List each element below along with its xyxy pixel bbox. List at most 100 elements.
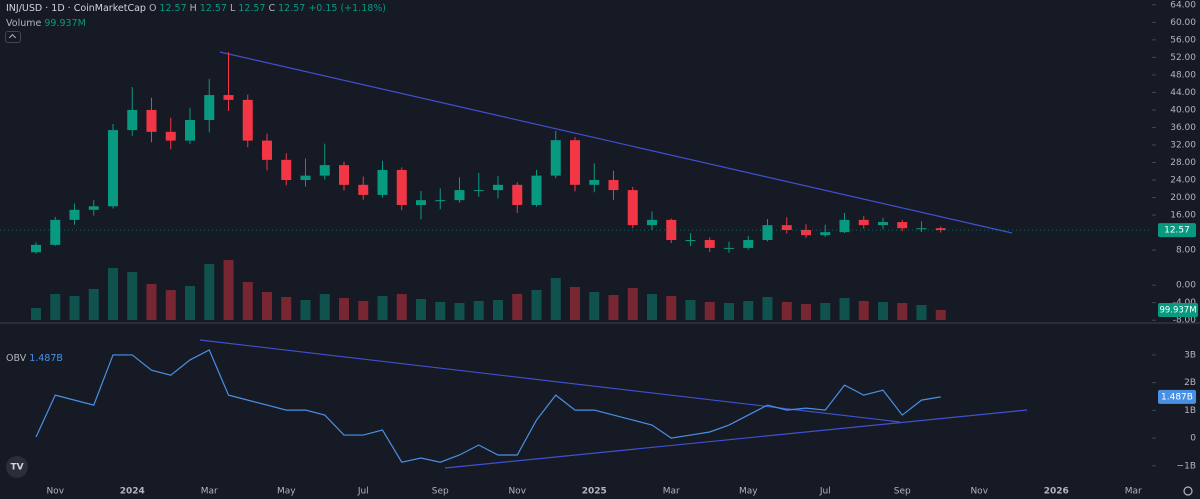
y-tick-label: 60.00 (1170, 18, 1196, 28)
x-tick-label: Jul (819, 487, 831, 497)
volume-bar (493, 300, 503, 320)
volume-bar (300, 300, 311, 320)
ohlc-label: H (189, 3, 197, 14)
candle-body (435, 200, 446, 202)
y-tick-label: −1B (1177, 461, 1196, 471)
volume-bar (31, 308, 41, 320)
y-tick-label: 36.00 (1170, 123, 1196, 133)
volume-bar (820, 303, 831, 320)
candle-body (31, 244, 41, 253)
ohlc-value: 12.57 (278, 3, 306, 14)
candle-body (781, 225, 792, 230)
y-tick-label: 0 (1190, 434, 1196, 444)
candle-body (608, 180, 619, 191)
candle-body (262, 140, 272, 160)
y-tick-label: 24.00 (1170, 176, 1196, 186)
volume-bar (608, 295, 619, 320)
volume-bar (762, 297, 773, 320)
candle-body (647, 219, 657, 226)
volume-bar (127, 272, 138, 320)
x-tick-label: Mar (1125, 487, 1142, 497)
y-tick-label: 20.00 (1170, 193, 1196, 203)
x-tick-label: Nov (970, 487, 988, 497)
volume-bar (704, 302, 715, 320)
volume-bar (897, 303, 908, 320)
candle-body (165, 131, 176, 141)
ohlc-label: O (148, 3, 157, 14)
y-tick-label: 48.00 (1170, 70, 1196, 80)
y-tick-label: 8.00 (1176, 246, 1196, 256)
y-tick-label: 1B (1184, 406, 1196, 416)
ohlc-label: L (229, 3, 236, 14)
ohlc-value: 12.57 (159, 3, 187, 14)
volume-bar (262, 292, 272, 320)
volume-bar (627, 288, 638, 320)
obv-tag-label: 1.487B (1161, 392, 1193, 402)
ohlc-value: 12.57 (199, 3, 227, 14)
volume-bar (108, 268, 118, 320)
volume-bar (839, 298, 850, 320)
volume-tag (1158, 303, 1198, 318)
header-legend: INJ/USD · 1D · CoinMarketCap O 12.57 H 12.5… (6, 3, 386, 14)
candle-body (762, 225, 773, 241)
y-tick-label: 2B (1184, 378, 1196, 388)
x-tick-label: Sep (894, 487, 911, 497)
x-tick-label: Sep (432, 487, 449, 497)
volume-bar (666, 296, 677, 320)
x-tick-label: Nov (508, 487, 526, 497)
x-tick-label: 2026 (1044, 487, 1069, 497)
ohlc-label: C (268, 3, 276, 14)
candle-body (666, 219, 677, 241)
volume-bar (377, 296, 388, 320)
volume-legend: Volume 99.937M (6, 18, 86, 29)
volume-bar (473, 301, 484, 320)
candle-body (531, 175, 542, 205)
candle-body (512, 184, 523, 205)
price-tag (1158, 223, 1196, 238)
change: +0.15 (+1.18%) (308, 3, 387, 14)
volume-bar (185, 286, 195, 320)
volume-bar (916, 305, 927, 320)
candle-body (627, 190, 638, 226)
candle-body (820, 232, 831, 236)
volume-tag-label: 99.937M (1159, 306, 1196, 316)
candle-body (204, 95, 215, 121)
candle-body (589, 180, 600, 185)
volume-bar (531, 290, 542, 320)
volume-bar (570, 287, 580, 320)
candle-body (685, 240, 696, 242)
candle-body (743, 240, 754, 248)
candle-body (878, 222, 888, 226)
candle-body (724, 247, 734, 249)
candle-body (454, 190, 465, 201)
volume-bar (858, 301, 869, 320)
y-tick-label: 56.00 (1170, 35, 1196, 45)
x-tick-label: 2025 (582, 487, 607, 497)
candle-body (69, 209, 80, 220)
y-tick-label: 28.00 (1170, 158, 1196, 168)
svg-text:TV: TV (10, 463, 23, 473)
candle-body (801, 229, 811, 236)
candle-body (319, 165, 330, 176)
volume-bar (435, 302, 446, 320)
volume-bar (50, 294, 61, 320)
settings-icon[interactable] (1183, 486, 1193, 496)
volume-bar (396, 294, 407, 320)
ohlc-value: 12.57 (238, 3, 266, 14)
x-tick-label: Nov (46, 487, 64, 497)
volume-bar (146, 284, 157, 320)
volume-value: 99.937M (44, 18, 86, 29)
trend-line (199, 339, 901, 423)
collapse-button[interactable] (5, 31, 21, 43)
volume-bar (781, 302, 792, 320)
volume-bar (281, 297, 292, 320)
volume-bar (685, 300, 696, 320)
obv-line (35, 349, 941, 463)
candle-body (185, 120, 195, 141)
x-tick-label: May (739, 487, 758, 497)
volume-bar (512, 294, 523, 320)
volume-bar (416, 299, 426, 320)
x-tick-label: Mar (663, 487, 680, 497)
volume-bar (589, 292, 600, 320)
